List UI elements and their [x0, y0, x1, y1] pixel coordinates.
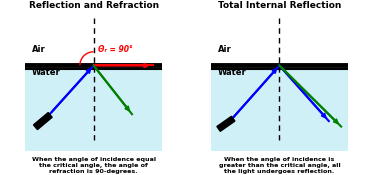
Text: Total Internal Reflection: Total Internal Reflection — [218, 1, 341, 10]
Text: Air: Air — [32, 44, 46, 54]
Bar — [211, 66, 348, 151]
Text: Reflection and Refraction: Reflection and Refraction — [29, 1, 159, 10]
Bar — [25, 66, 162, 151]
Polygon shape — [217, 116, 235, 131]
Text: When the angle of incidence equal
the critical angle, the angle of
refraction is: When the angle of incidence equal the cr… — [32, 157, 156, 174]
Polygon shape — [34, 113, 52, 130]
Text: Air: Air — [218, 44, 231, 54]
Text: When the angle of incidence is
greater than the critical angle, all
the light un: When the angle of incidence is greater t… — [219, 157, 340, 174]
Text: Water: Water — [32, 68, 60, 77]
Text: Water: Water — [218, 68, 247, 77]
Text: Θᵣ = 90°: Θᵣ = 90° — [98, 46, 133, 54]
